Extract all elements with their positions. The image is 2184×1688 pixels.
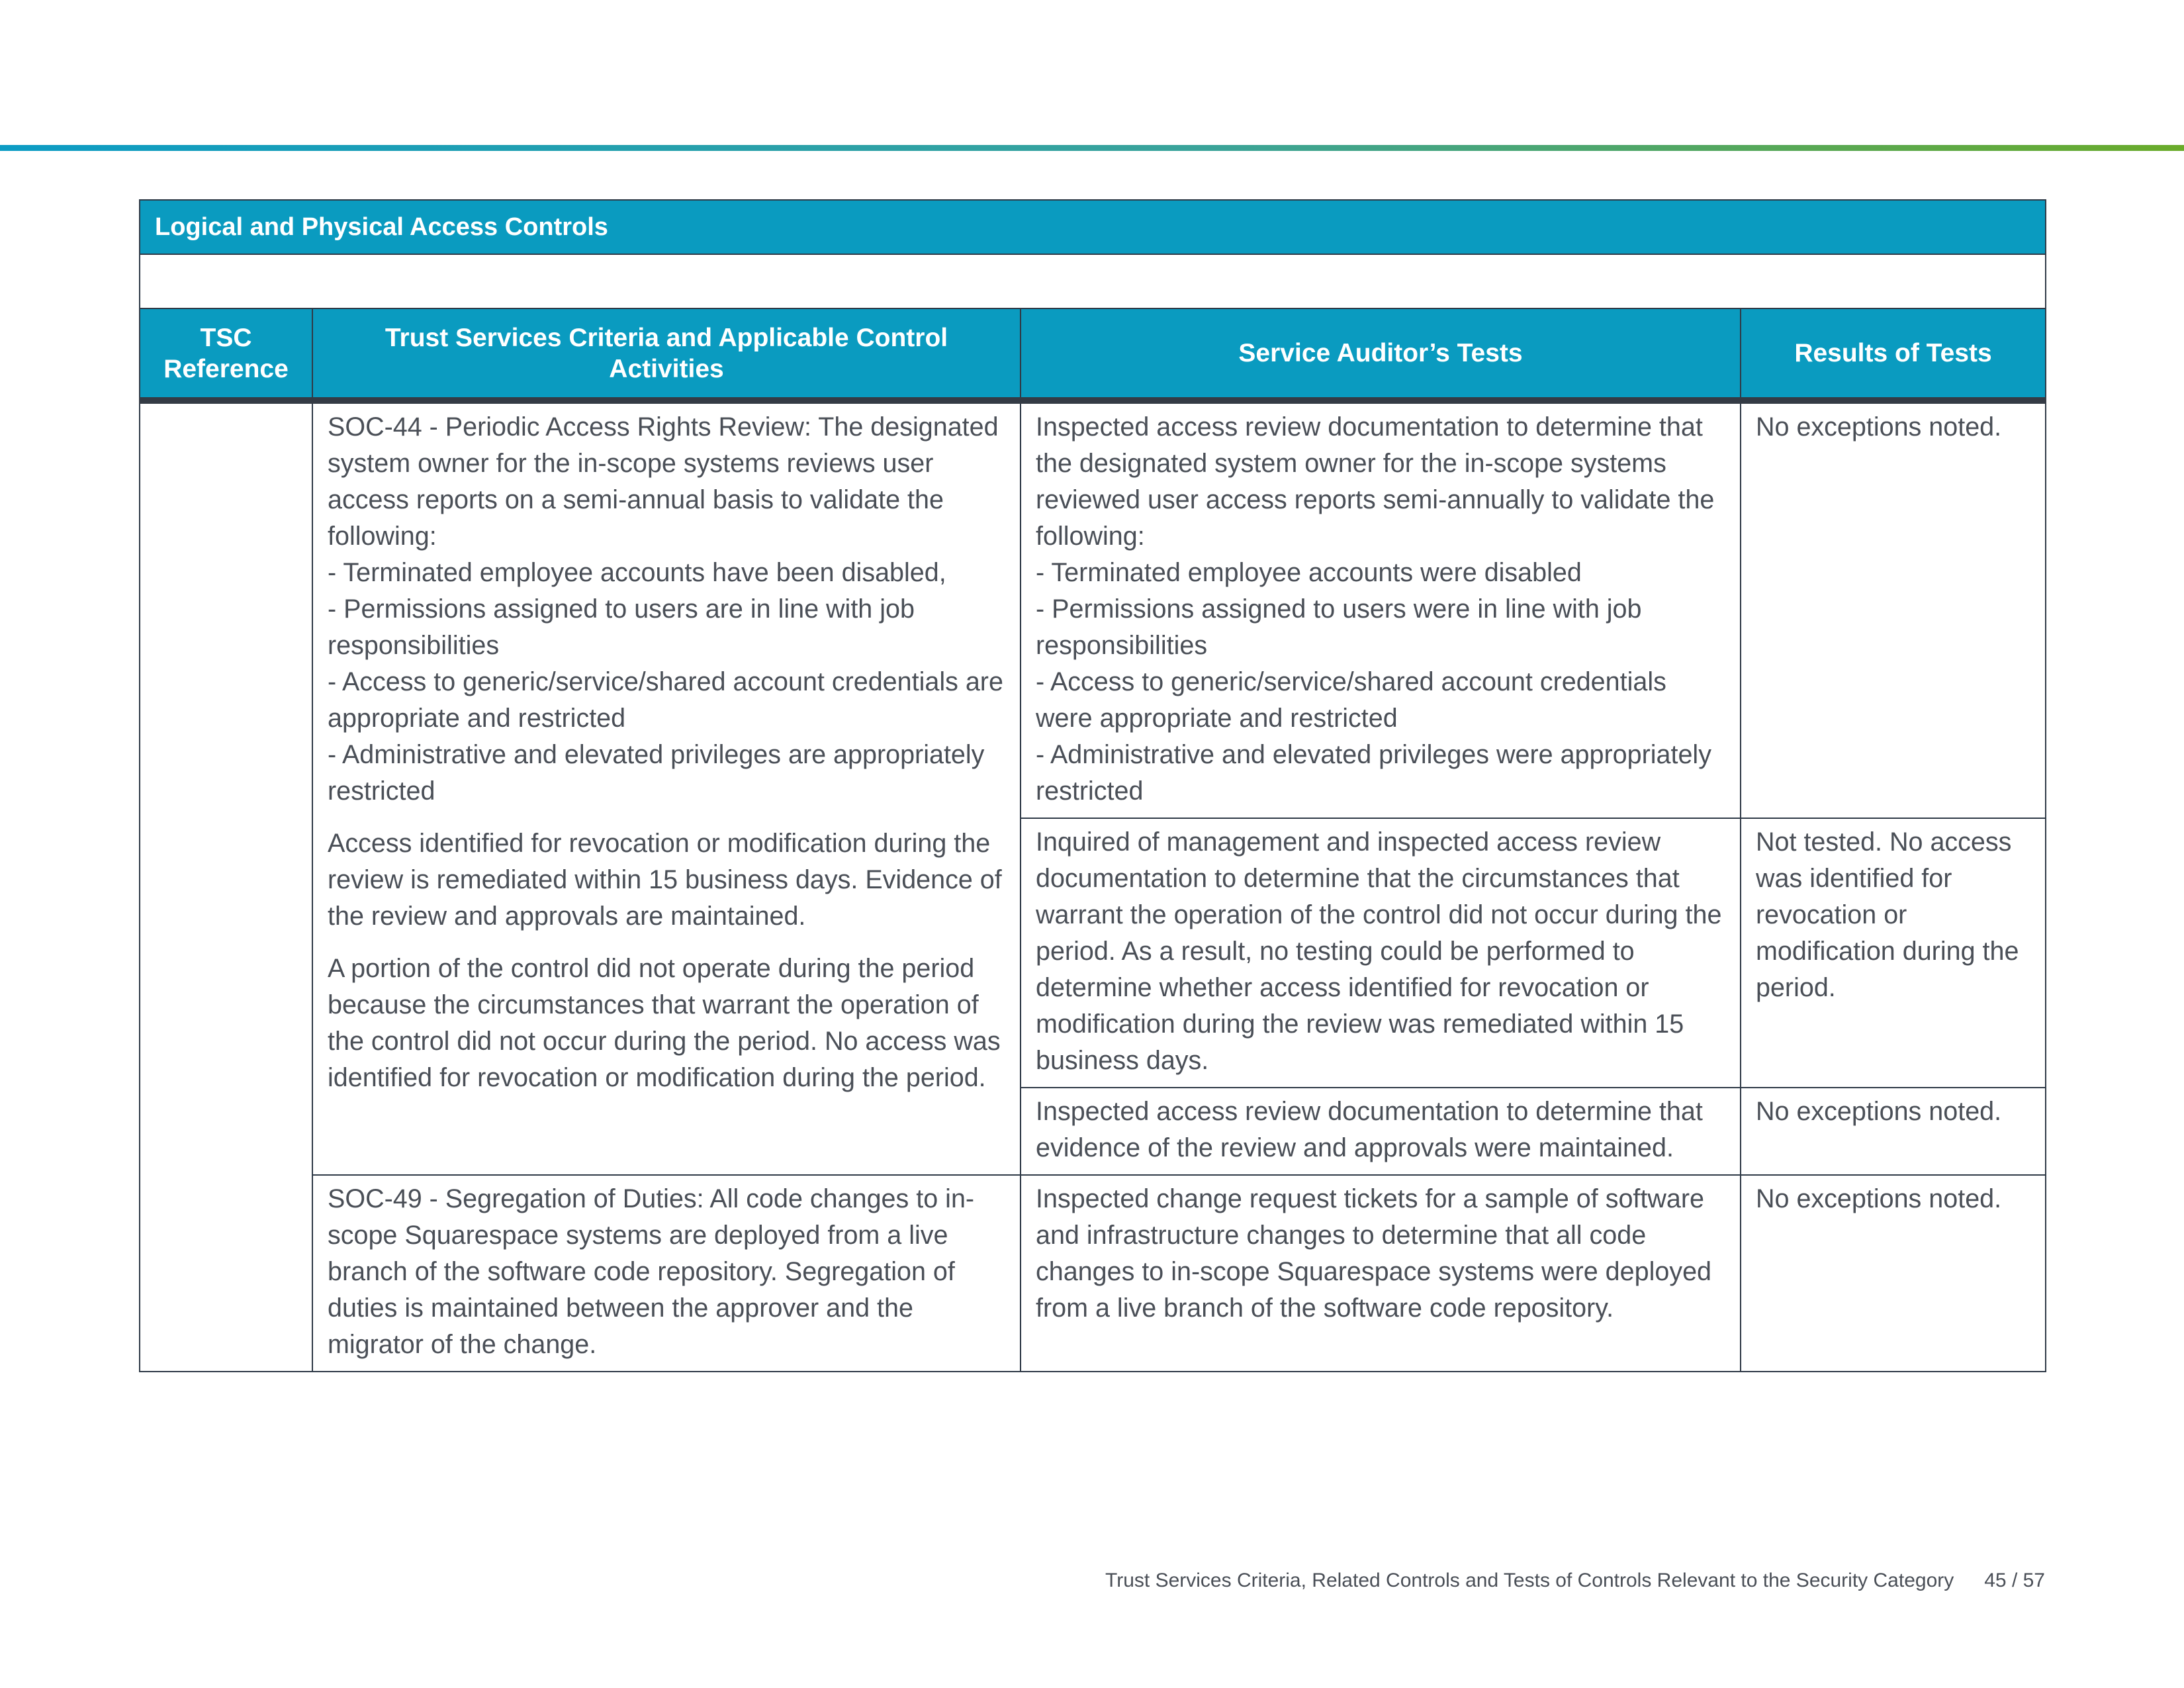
test-line: Inspected access review documentation to…	[1036, 1097, 1703, 1162]
test-cell: Inquired of management and inspected acc…	[1020, 818, 1741, 1088]
footer-text: Trust Services Criteria, Related Control…	[1105, 1570, 1954, 1591]
control-line: - Access to generic/service/shared accou…	[328, 667, 1003, 733]
table-row: Inspected access review documentation to…	[140, 1087, 2046, 1176]
controls-table: Logical and Physical Access Controls TSC…	[139, 199, 2046, 1372]
control-line: - Terminated employee accounts have been…	[328, 558, 946, 587]
footer: Trust Services Criteria, Related Control…	[1105, 1570, 2045, 1592]
result-cell: Not tested. No access was identified for…	[1740, 818, 2046, 1088]
control-line: - Administrative and elevated privileges…	[328, 740, 985, 806]
control-line: A portion of the control did not operate…	[328, 954, 1001, 1092]
test-cell: Inspected access review documentation to…	[1020, 1087, 1741, 1176]
control-line: - Permissions assigned to users are in l…	[328, 594, 915, 660]
column-header: TSC Reference	[139, 308, 313, 404]
header-rule	[0, 145, 2184, 151]
column-header: Trust Services Criteria and Applicable C…	[312, 308, 1021, 404]
test-cell: Inspected change request tickets for a s…	[1020, 1174, 1741, 1372]
tsc-reference-cell	[139, 400, 313, 1372]
page-number: 45 / 57	[1984, 1570, 2045, 1591]
control-paragraph: SOC-49 - Segregation of Duties: All code…	[328, 1181, 1005, 1363]
test-line: - Terminated employee accounts were disa…	[1036, 558, 1582, 587]
column-header: Results of Tests	[1740, 308, 2046, 404]
test-line: Inspected access review documentation to…	[1036, 412, 1715, 551]
control-paragraph: SOC-44 - Periodic Access Rights Review: …	[328, 409, 1005, 810]
test-line: - Administrative and elevated privileges…	[1036, 740, 1711, 806]
blank-row	[139, 254, 2046, 309]
control-paragraph: Access identified for revocation or modi…	[328, 825, 1005, 935]
result-cell: No exceptions noted.	[1740, 1174, 2046, 1372]
table-row: SOC-44 - Periodic Access Rights Review: …	[139, 400, 2046, 1372]
test-cell: Inspected access review documentation to…	[1020, 400, 1741, 819]
column-header: Service Auditor’s Tests	[1020, 308, 1741, 404]
test-line: - Access to generic/service/shared accou…	[1036, 667, 1666, 733]
control-cell: SOC-44 - Periodic Access Rights Review: …	[312, 400, 1021, 1176]
control-line: SOC-44 - Periodic Access Rights Review: …	[328, 412, 999, 551]
result-cell: No exceptions noted.	[1740, 400, 2046, 819]
table-title: Logical and Physical Access Controls	[139, 199, 2046, 255]
control-paragraph: A portion of the control did not operate…	[328, 951, 1005, 1096]
control-line: Access identified for revocation or modi…	[328, 829, 1002, 931]
control-line: SOC-49 - Segregation of Duties: All code…	[328, 1184, 975, 1359]
result-cell: No exceptions noted.	[1740, 1087, 2046, 1176]
control-cell: SOC-49 - Segregation of Duties: All code…	[312, 1174, 1021, 1372]
table-row: SOC-49 - Segregation of Duties: All code…	[140, 1174, 2046, 1372]
table-row: Inquired of management and inspected acc…	[140, 818, 2046, 1088]
test-line: Inquired of management and inspected acc…	[1036, 827, 1722, 1075]
test-line: - Permissions assigned to users were in …	[1036, 594, 1642, 660]
test-line: Inspected change request tickets for a s…	[1036, 1184, 1712, 1323]
